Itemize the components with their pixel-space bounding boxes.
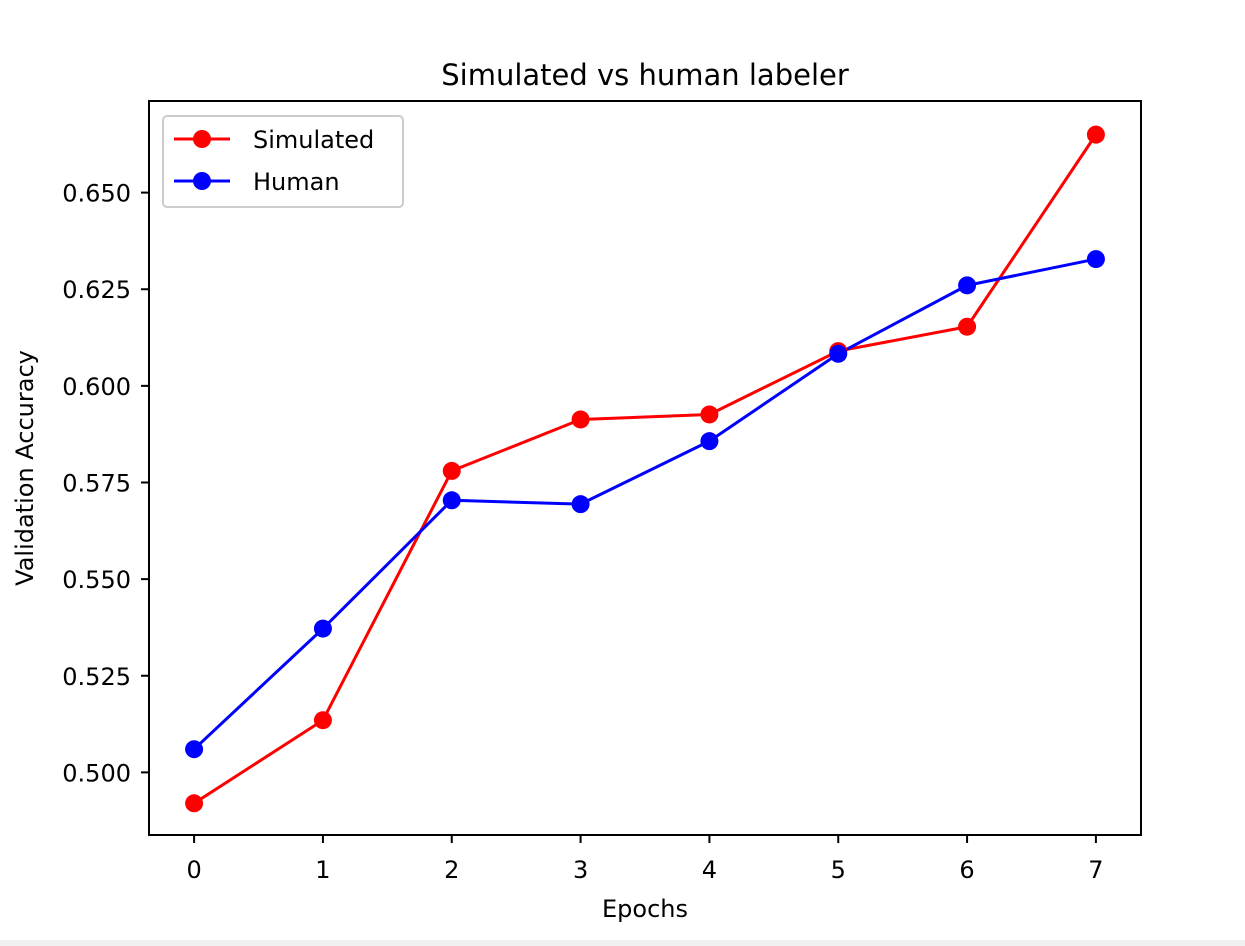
x-tick-label: 1	[315, 856, 330, 884]
x-tick-label: 6	[959, 856, 974, 884]
y-tick-label: 0.525	[62, 663, 131, 691]
x-tick-label: 3	[573, 856, 588, 884]
y-tick-label: 0.575	[62, 469, 131, 497]
series-layer	[185, 125, 1105, 813]
x-tick-label: 5	[831, 856, 846, 884]
y-tick-label: 0.650	[62, 180, 131, 208]
y-axis: 0.500 0.525 0.550 0.575 0.600 0.625 0.650	[62, 180, 149, 787]
legend-simulated-marker	[193, 130, 211, 148]
simulated-point	[571, 410, 590, 429]
human-point	[313, 619, 332, 638]
y-tick-label: 0.600	[62, 373, 131, 401]
x-axis: 0 1 2 3 4 5 6 7	[186, 835, 1104, 884]
y-tick-label: 0.625	[62, 276, 131, 304]
axes-frame	[148, 100, 1142, 836]
human-point	[185, 740, 204, 759]
chart-title: Simulated vs human labeler	[441, 58, 849, 92]
human-point	[700, 432, 719, 451]
y-tick-label: 0.550	[62, 566, 131, 594]
legend-human-label: Human	[253, 168, 340, 196]
simulated-point	[1086, 125, 1105, 144]
x-tick-label: 4	[702, 856, 717, 884]
human-point	[571, 495, 590, 514]
human-point	[1086, 250, 1105, 269]
human-point	[829, 344, 848, 363]
human-point	[958, 276, 977, 295]
simulated-series-line	[193, 133, 1098, 805]
simulated-point	[700, 405, 719, 424]
human-series-line	[193, 257, 1097, 751]
simulated-point	[185, 794, 204, 813]
bottom-edge	[0, 940, 1245, 946]
legend-simulated-label: Simulated	[253, 126, 374, 154]
human-point	[442, 491, 461, 510]
simulated-point	[958, 317, 977, 336]
simulated-point	[442, 461, 461, 480]
y-axis-label: Validation Accuracy	[11, 350, 39, 586]
x-tick-label: 2	[444, 856, 459, 884]
x-tick-label: 7	[1088, 856, 1103, 884]
x-tick-label: 0	[186, 856, 201, 884]
legend-human-marker	[193, 172, 211, 190]
y-tick-label: 0.500	[62, 759, 131, 787]
simulated-point	[313, 711, 332, 730]
x-axis-label: Epochs	[602, 895, 688, 923]
legend: Simulated Human	[162, 115, 404, 208]
